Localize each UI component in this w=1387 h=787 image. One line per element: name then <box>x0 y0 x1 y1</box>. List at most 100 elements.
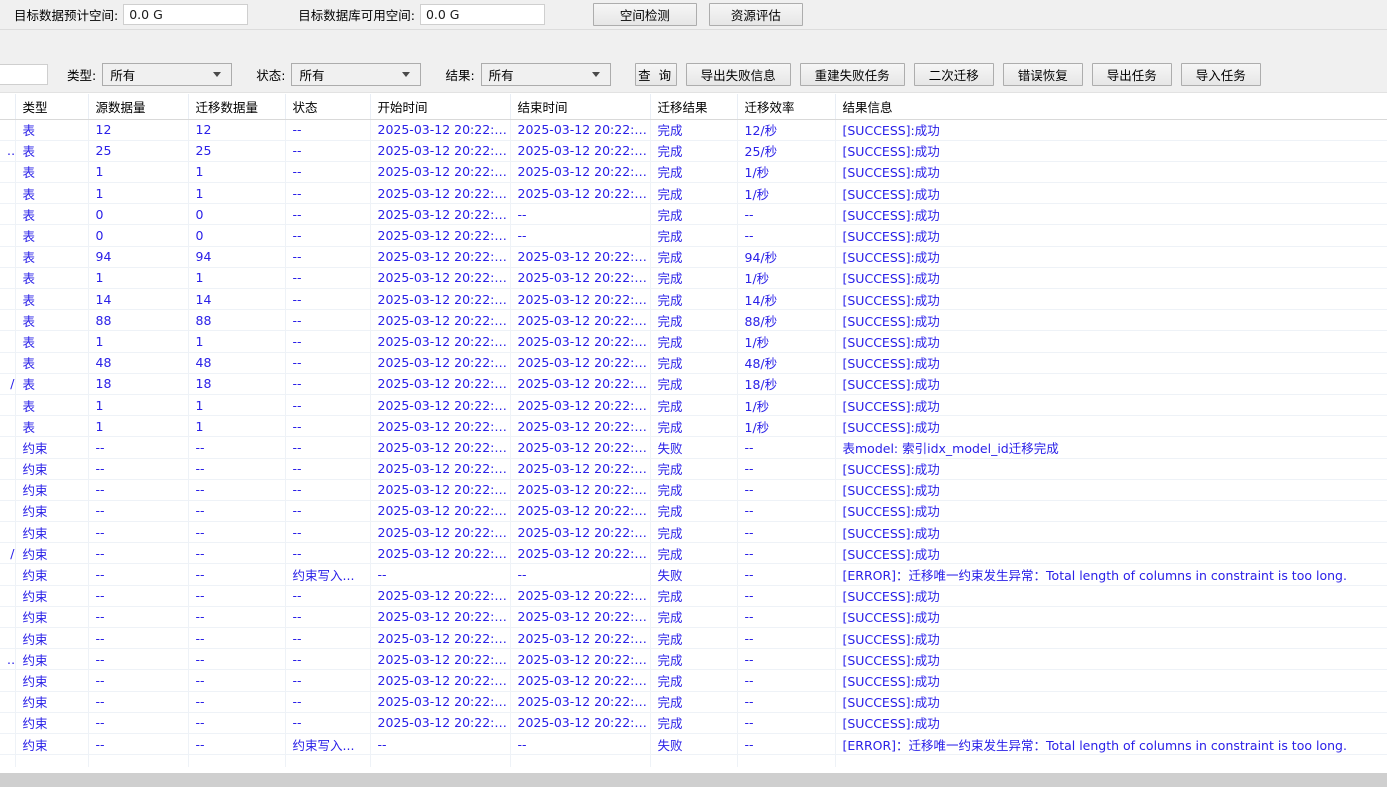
export-task-button[interactable]: 导出任务 <box>1091 63 1172 86</box>
cell-info: [SUCCESS]:成功 <box>835 458 1387 480</box>
cell-state: -- <box>285 415 371 438</box>
cell-state: -- <box>285 585 371 607</box>
cell-state: -- <box>285 691 371 713</box>
table-row[interactable]: 表 94 94 -- 2025-03-12 20:22:51 2025-03-12 20:… <box>0 246 1387 268</box>
cell-eff: -- <box>737 436 836 459</box>
space-available-input[interactable]: 0.0 G <box>419 4 545 25</box>
cell-type: 约束 <box>15 436 89 459</box>
table-row[interactable]: 表 88 88 -- 2025-03-12 20:22:51 2025-03-12 20:… <box>0 309 1387 332</box>
column-header-end[interactable]: 结束时间 <box>510 94 651 120</box>
cell-state: -- <box>285 436 371 459</box>
column-header-start[interactable]: 开始时间 <box>370 94 511 120</box>
table-row[interactable]: 约束 -- -- -- 2025-03-12 20:22:52 2025-03-12 20… <box>0 627 1387 650</box>
table-row[interactable]: 约束 -- -- -- 2025-03-12 20:22:52 2025-03-12 20… <box>0 691 1387 713</box>
type-filter-label: 类型: <box>67 68 97 83</box>
cell-mig: -- <box>188 627 286 650</box>
table-body: 表 12 12 -- 2025-03-12 20:22:51 2025-03-12 20:… <box>0 119 1387 767</box>
cell-type: 约束 <box>15 458 89 480</box>
cell-result: 完成 <box>650 627 738 650</box>
cell-mig: -- <box>188 648 286 671</box>
cell-end: 2025-03-12 20:22:52 <box>510 119 651 141</box>
table-row[interactable] <box>0 754 1387 767</box>
table-row[interactable]: 表 0 0 -- 2025-03-12 20:22:51 -- 完成 -- [SUCCESS]:… <box>0 224 1387 247</box>
table-row[interactable]: 约束 -- -- -- 2025-03-12 20:22:52 2025-03-12 20… <box>0 436 1387 459</box>
import-task-button[interactable]: 导入任务 <box>1180 63 1261 86</box>
migration-results-table-container[interactable]: 类型 源数据量 迁移数据量 状态 开始时间 结束时间 迁移结果 迁移效率 结果信息 表 12 12-… <box>0 94 1387 767</box>
column-header-src[interactable]: 源数据量 <box>88 94 189 120</box>
table-row[interactable]: 约束 -- -- -- 2025-03-12 20:22:52 2025-03-12 20… <box>0 500 1387 523</box>
type-filter-select[interactable]: 所有 <box>102 63 233 86</box>
cell-idx <box>0 246 16 268</box>
cell-start: 2025-03-12 20:22:52 <box>370 627 511 650</box>
column-header-mig[interactable]: 迁移数据量 <box>188 94 286 120</box>
state-filter-select[interactable]: 所有 <box>291 63 422 86</box>
table-row[interactable]: 约束 -- -- -- 2025-03-12 20:22:52 2025-03-12 20… <box>0 479 1387 501</box>
cell-info: [SUCCESS]:成功 <box>835 500 1387 523</box>
table-row[interactable]: ...约束------2025-03-12 20:22:522025-03-12… <box>0 648 1387 671</box>
top-toolbar: 目标数据预计空间: 0.0 G 目标数据库可用空间: 0.0 G 空间检测 资源… <box>0 0 1387 30</box>
export-failure-info-button[interactable]: 导出失败信息 <box>685 63 791 86</box>
cell-type: 表 <box>15 119 89 141</box>
cell-type: 约束 <box>15 733 89 756</box>
space-estimate-input[interactable]: 0.0 G <box>123 4 249 25</box>
name-filter-input[interactable] <box>0 64 48 85</box>
cell-type: 表 <box>15 394 89 417</box>
result-filter-select[interactable]: 所有 <box>480 63 611 86</box>
table-row[interactable]: 表 12 12 -- 2025-03-12 20:22:51 2025-03-12 20:… <box>0 119 1387 141</box>
cell-end: -- <box>510 733 651 756</box>
space-check-button[interactable]: 空间检测 <box>592 3 697 26</box>
cell-type: 表 <box>15 352 89 374</box>
table-row[interactable]: 表 1 1 -- 2025-03-12 20:22:51 2025-03-12 20:22… <box>0 330 1387 353</box>
second-migration-button[interactable]: 二次迁移 <box>913 63 994 86</box>
horizontal-scrollbar[interactable] <box>0 773 1387 787</box>
table-row[interactable]: 表 1 1 -- 2025-03-12 20:22:51 2025-03-12 20:22… <box>0 182 1387 205</box>
table-row[interactable]: 约束 -- -- -- 2025-03-12 20:22:52 2025-03-12 20… <box>0 585 1387 607</box>
column-header-info[interactable]: 结果信息 <box>835 94 1387 120</box>
table-row[interactable]: / 表 18 18 -- 2025-03-12 20:22:52 2025-03-12 20… <box>0 373 1387 395</box>
cell-start: 2025-03-12 20:22:51 <box>370 224 511 247</box>
resource-evaluation-button[interactable]: 资源评估 <box>708 3 803 26</box>
cell-idx <box>0 352 16 374</box>
cell-info: [SUCCESS]:成功 <box>835 648 1387 671</box>
table-row[interactable]: / 约束 -- -- -- 2025-03-12 20:22:52 2025-03-12 2… <box>0 542 1387 565</box>
table-row[interactable]: 表 0 0 -- 2025-03-12 20:22:51 -- 完成 -- [SUCCESS]:… <box>0 203 1387 226</box>
cell-start <box>370 754 511 767</box>
rebuild-failed-task-button[interactable]: 重建失败任务 <box>799 63 905 86</box>
column-header-type[interactable]: 类型 <box>15 94 89 120</box>
cell-src: -- <box>88 669 189 692</box>
column-header-state[interactable]: 状态 <box>285 94 371 120</box>
cell-start: 2025-03-12 20:22:52 <box>370 521 511 544</box>
cell-idx <box>0 182 16 205</box>
cell-state: -- <box>285 669 371 692</box>
cell-src: -- <box>88 436 189 459</box>
cell-info: [SUCCESS]:成功 <box>835 479 1387 501</box>
table-row[interactable]: 表 1 1 -- 2025-03-12 20:22:51 2025-03-12 20:22… <box>0 267 1387 290</box>
table-row[interactable]: 表 1 1 -- 2025-03-12 20:22:52 2025-03-12 20:22… <box>0 394 1387 417</box>
cell-idx <box>0 415 16 438</box>
cell-end <box>510 754 651 767</box>
cell-state: -- <box>285 606 371 629</box>
table-row[interactable]: 约束 -- -- -- 2025-03-12 20:22:52 2025-03-12 20… <box>0 606 1387 629</box>
cell-idx <box>0 267 16 290</box>
table-row[interactable]: 表 1 1 -- 2025-03-12 20:22:52 2025-03-12 20:22… <box>0 415 1387 438</box>
cell-state: -- <box>285 182 371 205</box>
column-header-eff[interactable]: 迁移效率 <box>737 94 836 120</box>
error-recovery-button[interactable]: 错误恢复 <box>1002 63 1083 86</box>
table-row[interactable]: 约束 -- -- 约束写入... -- -- 失败 -- [ERROR]：迁移唯一约束发生异常：… <box>0 563 1387 586</box>
table-row[interactable]: 表 48 48 -- 2025-03-12 20:22:52 2025-03-12 20:… <box>0 352 1387 374</box>
cell-start: 2025-03-12 20:22:51 <box>370 267 511 290</box>
table-row[interactable]: 约束 -- -- 约束写入... -- -- 失败 -- [ERROR]：迁移唯一约束发生异常：… <box>0 733 1387 756</box>
table-row[interactable]: 约束 -- -- -- 2025-03-12 20:22:52 2025-03-12 20… <box>0 521 1387 544</box>
table-row[interactable]: 约束 -- -- -- 2025-03-12 20:22:52 2025-03-12 20… <box>0 669 1387 692</box>
table-row[interactable]: 约束 -- -- -- 2025-03-12 20:22:52 2025-03-12 20… <box>0 712 1387 734</box>
query-button[interactable]: 查 询 <box>634 63 677 86</box>
column-header-result[interactable]: 迁移结果 <box>650 94 738 120</box>
table-row[interactable]: 表 1 1 -- 2025-03-12 20:22:51 2025-03-12 20:22… <box>0 161 1387 184</box>
table-row[interactable]: 表 14 14 -- 2025-03-12 20:22:51 2025-03-12 20:… <box>0 288 1387 311</box>
table-row[interactable]: 约束 -- -- -- 2025-03-12 20:22:52 2025-03-12 20… <box>0 458 1387 480</box>
cell-end: -- <box>510 224 651 247</box>
column-header-idx[interactable] <box>0 94 16 120</box>
cell-end: 2025-03-12 20:22:52 <box>510 394 651 417</box>
cell-start: 2025-03-12 20:22:52 <box>370 669 511 692</box>
